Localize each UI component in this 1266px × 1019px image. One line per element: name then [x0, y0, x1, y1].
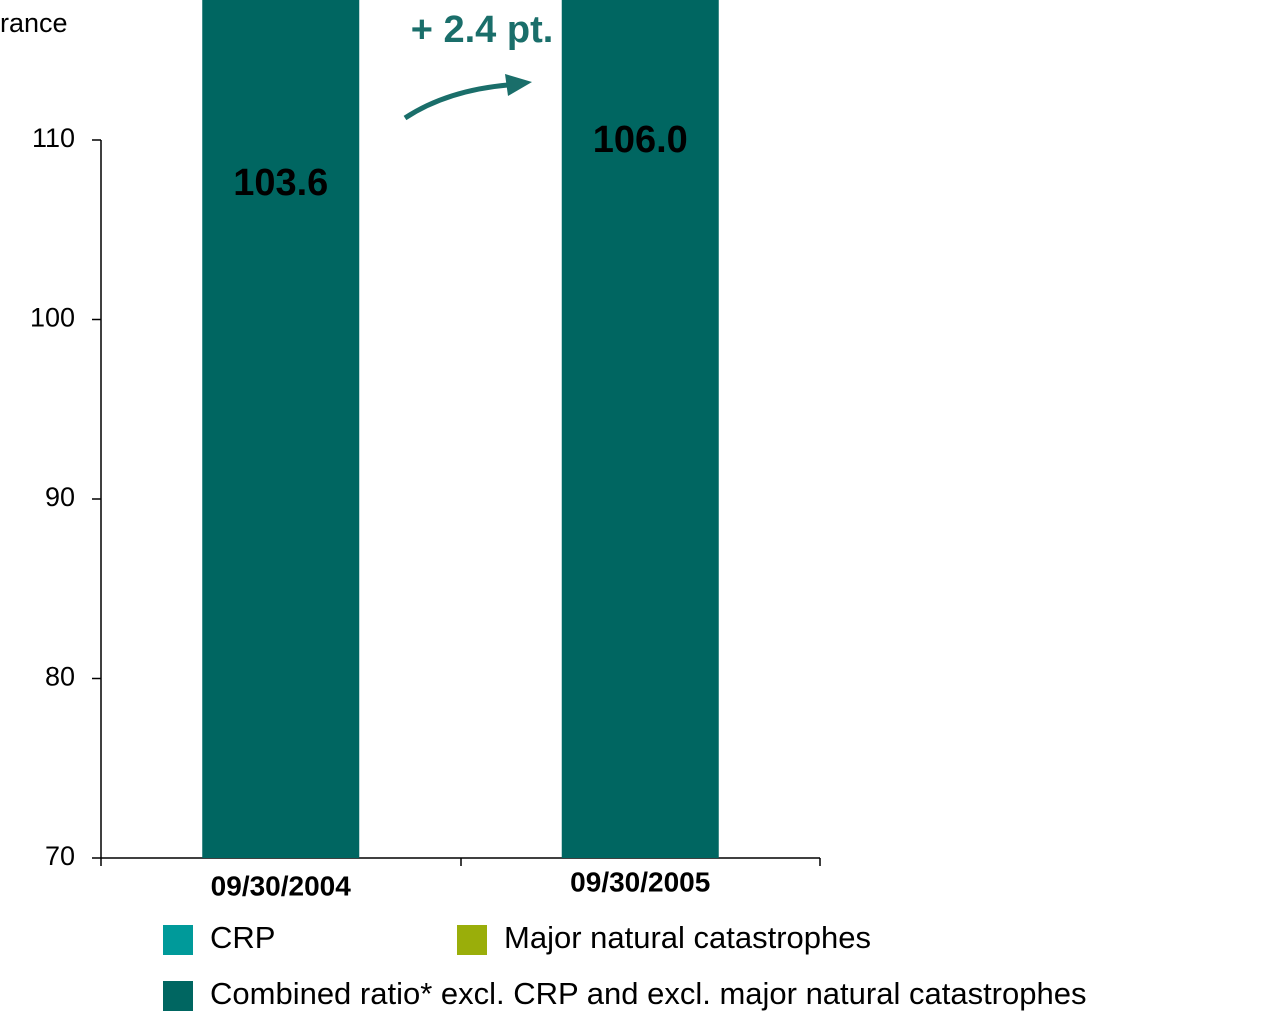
arrow — [403, 74, 532, 121]
legend-label: Major natural catastrophes — [504, 920, 871, 955]
x-tick-label: 09/30/2004 — [211, 870, 352, 901]
legend-swatch — [457, 925, 487, 955]
y-tick-label: 100 — [30, 303, 75, 333]
y-tick-label: 110 — [32, 123, 75, 153]
annotation: + 2.4 pt. — [411, 9, 554, 51]
y-tick-label: 70 — [45, 841, 75, 871]
bar-segment — [202, 0, 360, 858]
legend-label: CRP — [210, 920, 275, 955]
legend-swatch — [163, 925, 193, 955]
y-tick-label: 90 — [45, 482, 75, 512]
total-label: 103.6 — [233, 162, 328, 204]
legend-swatch — [163, 981, 193, 1011]
total-label: 106.0 — [593, 119, 688, 161]
x-tick-label: 09/30/2005 — [570, 866, 710, 897]
legend-label: Combined ratio* excl. CRP and excl. majo… — [210, 976, 1086, 1011]
bar-segment — [561, 0, 719, 858]
y-tick-label: 80 — [45, 662, 75, 692]
chart-title: rance — [0, 8, 68, 38]
